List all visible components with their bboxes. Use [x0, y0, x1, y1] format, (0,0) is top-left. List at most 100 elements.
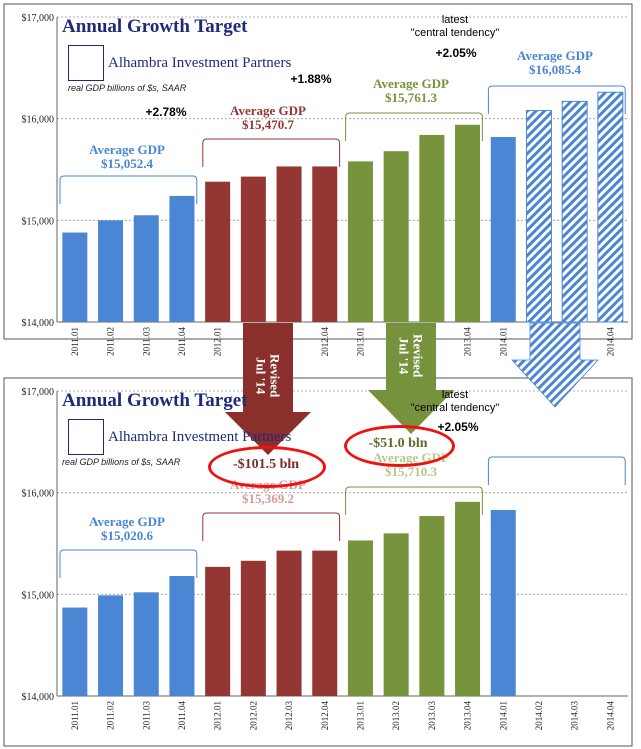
chart2-avg-2011: Average GDP $15,020.6: [89, 514, 165, 543]
chart2-xtick-label: 2014.02: [534, 701, 544, 730]
chart1-bar-2012.02: [240, 176, 266, 322]
chart1-bar-2012.04: [312, 166, 338, 322]
chart2-xtick-label: 2013.03: [427, 701, 437, 731]
chart2-year-bracket-2011: [59, 549, 198, 578]
chart2-bar-2011.02: [98, 595, 124, 696]
chart2-logo: Alhambra Investment Partners: [68, 419, 291, 455]
chart2-bar-2011.01: [62, 607, 88, 696]
chart2-bar-2013.02: [383, 533, 409, 696]
chart1-bar-2012.03: [276, 166, 302, 322]
chart1-bar-2014.04: [597, 91, 624, 323]
revised-label-2013: Revised Jul '14: [397, 333, 426, 378]
chart2-logo-text: Alhambra Investment Partners: [108, 428, 292, 445]
chart1-avg-2011: Average GDP $15,052.4: [89, 142, 165, 171]
chart1-xtick-label: 2011.03: [141, 327, 151, 356]
chart1-ytick-label: $17,000: [22, 13, 55, 24]
chart1-growth-2014: +2.05%: [435, 46, 477, 60]
revision-2013-label: -$51.0 bln: [368, 436, 428, 451]
chart2-xtick-label: 2014.04: [605, 701, 615, 731]
chart2-year-bracket-2012: [202, 512, 341, 541]
chart2-bar-2013.03: [419, 516, 445, 696]
chart2-bar-2012.01: [205, 566, 231, 696]
chart2-ytick-label: $14,000: [22, 692, 55, 703]
chart2-xtick-label: 2011.01: [70, 701, 80, 730]
chart1-ytick-label: $14,000: [22, 318, 55, 329]
chart1-year-bracket-2012: [202, 138, 341, 167]
chart1-xtick-label: 2014.04: [605, 327, 615, 357]
chart2-bar-2012.03: [276, 550, 302, 696]
chart2-bar-2012.04: [312, 550, 338, 696]
chart1-bar-2012.01: [205, 181, 231, 322]
chart1-avg-2013: Average GDP $15,761.3: [373, 76, 449, 105]
chart1-ytick-label: $15,000: [22, 216, 55, 227]
revision-oval-2013: [344, 425, 455, 467]
chart2-growth-2014: +2.05%: [437, 420, 479, 434]
revised-label-2012: Revised Jul '14: [254, 353, 283, 398]
chart2-title: Annual Growth Target: [62, 390, 248, 411]
chart1-bar-2011.02: [98, 220, 124, 322]
revision-arrow-2013: [368, 323, 454, 434]
chart2-latest-label: latest "central tendency": [410, 389, 500, 415]
chart1-bar-2011.01: [62, 232, 88, 322]
chart1-year-bracket-2014: [487, 85, 626, 114]
chart2-xtick-label: 2014.03: [570, 701, 580, 731]
projection-arrow-2014: [511, 322, 599, 408]
chart1-bar-2014.01: [490, 136, 516, 322]
chart1-avg-2012: Average GDP $15,470.7: [230, 103, 306, 132]
chart2-bar-2011.03: [133, 592, 159, 696]
chart2-xtick-label: 2013.04: [463, 701, 473, 731]
chart1-xtick-label: 2012.01: [213, 327, 223, 356]
chart1-subtitle: real GDP billions of $s, SAAR: [68, 83, 187, 93]
chart1-xtick-label: 2012.04: [320, 327, 330, 357]
chart1-xtick-label: 2013.04: [463, 327, 473, 357]
chart2-bar-2014.01: [490, 509, 516, 696]
chart2-xtick-label: 2013.02: [391, 701, 401, 730]
chart1-xtick-label: 2013.01: [355, 327, 365, 356]
chart1-logo: Alhambra Investment Partners: [68, 45, 291, 81]
chart2-xtick-label: 2011.03: [141, 701, 151, 730]
chart2-bar-2013.04: [455, 501, 481, 696]
chart2-subtitle: real GDP billions of $s, SAAR: [62, 457, 181, 467]
chart1-year-bracket-2011: [59, 175, 198, 204]
chart2-bar-2013.01: [347, 540, 373, 696]
chart1-logo-text: Alhambra Investment Partners: [108, 54, 292, 71]
chart1-title: Annual Growth Target: [62, 16, 248, 37]
chart2-year-bracket-2013: [345, 486, 483, 515]
chart2-xtick-label: 2012.04: [320, 701, 330, 731]
chart1-bar-2013.04: [455, 124, 481, 323]
chart1-growth-2013: +1.88%: [290, 72, 332, 86]
chart1-xtick-label: 2014.01: [498, 327, 508, 356]
chart2-ytick-label: $17,000: [22, 387, 55, 398]
chart1-xtick-label: 2011.04: [177, 327, 187, 356]
chart1-growth-2012: +2.78%: [145, 105, 187, 119]
chart2-year-bracket-2014: [487, 456, 626, 485]
chart2-xtick-label: 2012.03: [284, 701, 294, 731]
chart1-latest-label: latest "central tendency": [410, 14, 500, 40]
chart1-bar-2014.03: [561, 100, 588, 323]
revision-oval-2012: [208, 446, 326, 488]
chart2-ytick-label: $16,000: [22, 489, 55, 500]
alhambra-logo-icon: [68, 45, 104, 81]
chart2-xtick-label: 2011.02: [106, 701, 116, 730]
revision-arrow-2012: [225, 323, 311, 455]
chart1-bar-2013.02: [383, 151, 409, 322]
chart2-bar-2011.04: [169, 576, 195, 696]
chart1-year-bracket-2013: [345, 112, 483, 141]
chart1-bar-2013.03: [419, 134, 445, 322]
alhambra-logo-icon: [68, 419, 104, 455]
chart2-xtick-label: 2014.01: [498, 701, 508, 730]
chart2-xtick-label: 2011.04: [177, 701, 187, 730]
chart2-xtick-label: 2012.02: [248, 701, 258, 730]
chart2-ytick-label: $15,000: [22, 590, 55, 601]
chart1-bar-2013.01: [347, 161, 373, 322]
chart1-avg-2014: Average GDP $16,085.4: [517, 48, 593, 77]
chart1-xtick-label: 2011.01: [70, 327, 80, 356]
revision-2012-label: -$101.5 bln: [232, 457, 300, 472]
chart1-bar-2011.03: [133, 215, 159, 322]
chart1-bar-2011.04: [169, 195, 195, 322]
chart2-xtick-label: 2012.01: [213, 701, 223, 730]
chart2-bar-2012.02: [240, 560, 266, 696]
chart2-xtick-label: 2013.01: [355, 701, 365, 730]
chart1-ytick-label: $16,000: [22, 115, 55, 126]
